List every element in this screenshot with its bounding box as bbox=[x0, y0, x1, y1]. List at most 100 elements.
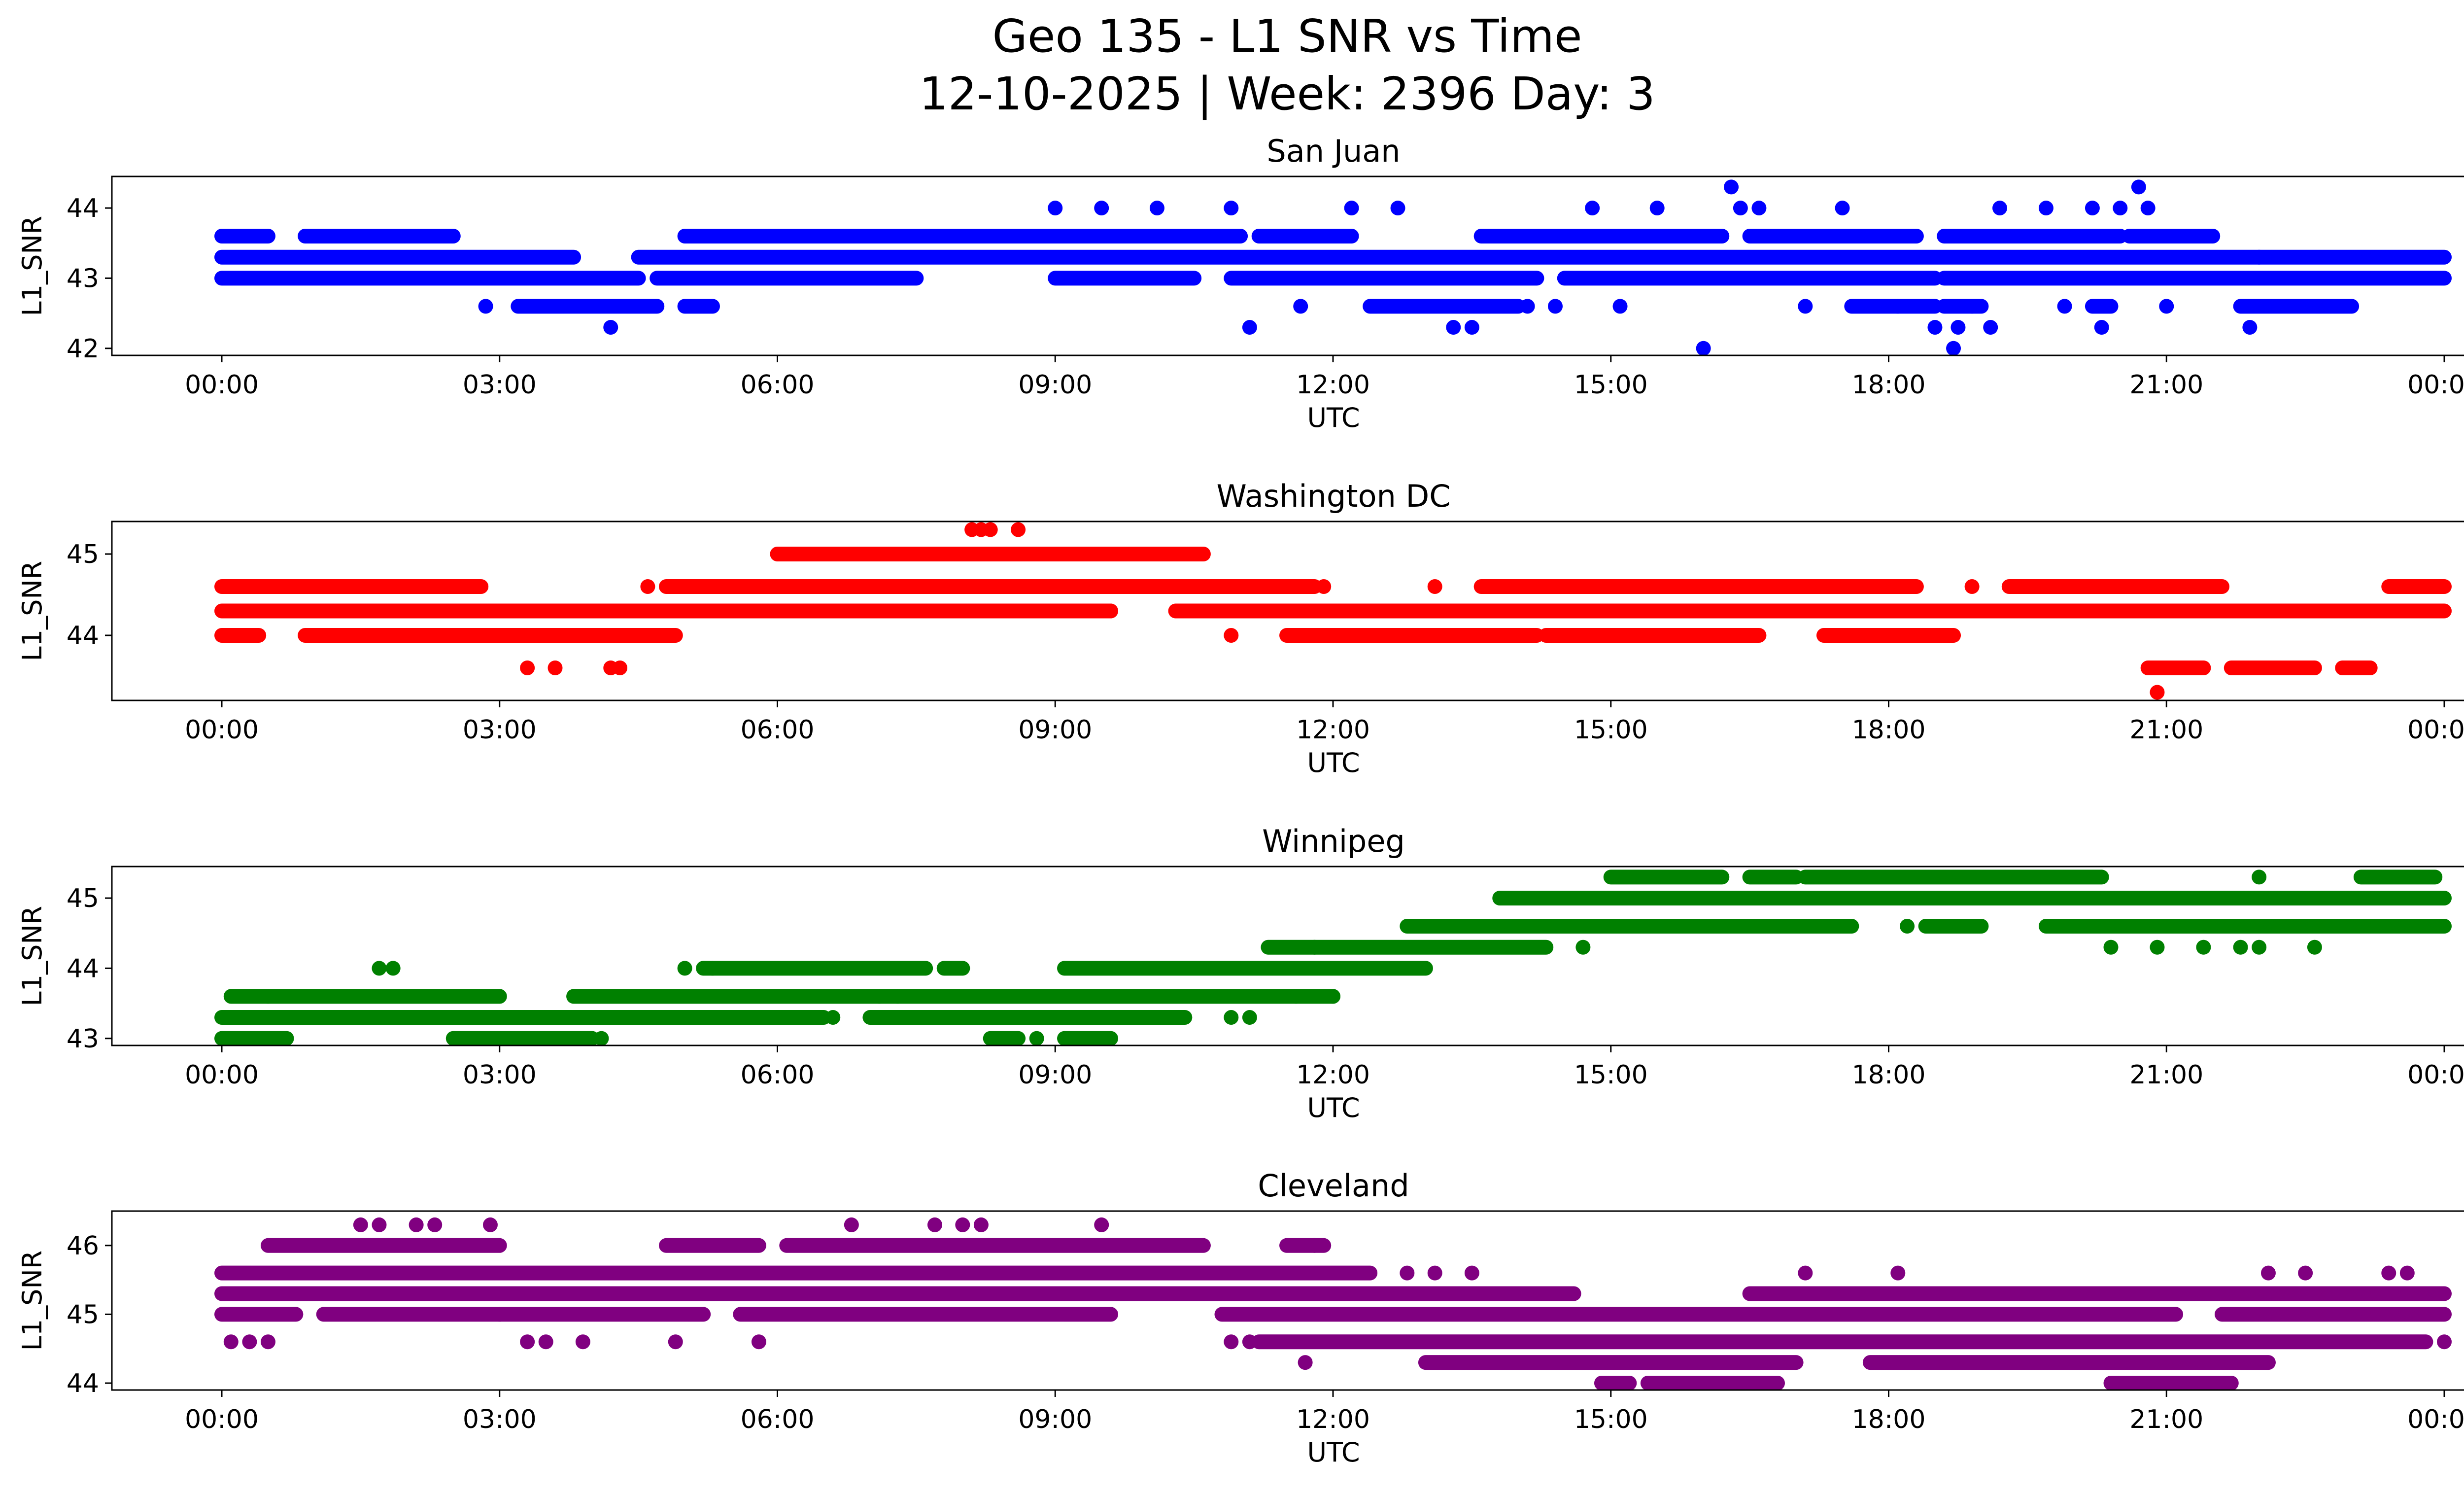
washington-dc-x-tick-label: 00:00 bbox=[2407, 715, 2464, 745]
winnipeg-y-tick-label: 44 bbox=[67, 954, 99, 983]
san-juan-x-axis-label: UTC bbox=[1307, 402, 1360, 433]
washington-dc-point bbox=[1224, 628, 1239, 643]
winnipeg-point bbox=[385, 961, 401, 976]
cleveland-point bbox=[223, 1334, 239, 1350]
cleveland-y-tick-label: 46 bbox=[67, 1231, 99, 1261]
winnipeg-y-axis-label: L1_SNR bbox=[17, 906, 48, 1007]
san-juan-point bbox=[478, 299, 493, 314]
cleveland-point bbox=[844, 1217, 859, 1232]
san-juan-point bbox=[1464, 320, 1479, 335]
winnipeg-series bbox=[214, 869, 2452, 1045]
cleveland-point bbox=[1307, 1238, 1322, 1253]
cleveland-point bbox=[751, 1334, 766, 1350]
washington-dc-point bbox=[1020, 603, 1035, 619]
winnipeg-point bbox=[1307, 939, 1322, 955]
cleveland-x-tick-label: 06:00 bbox=[741, 1405, 815, 1434]
washington-dc-point bbox=[1011, 522, 1026, 537]
washington-dc-x-tick-label: 06:00 bbox=[741, 715, 815, 745]
san-juan-point bbox=[1983, 320, 1998, 335]
washington-dc-point bbox=[1103, 603, 1118, 619]
cleveland-point bbox=[1890, 1265, 1906, 1281]
san-juan-point bbox=[2038, 201, 2053, 216]
san-juan-point bbox=[1149, 201, 1164, 216]
san-juan-y-tick-label: 42 bbox=[67, 334, 99, 364]
san-juan-point bbox=[1951, 320, 1966, 335]
san-juan-point bbox=[2252, 249, 2267, 265]
washington-dc-y-tick-label: 44 bbox=[67, 621, 99, 651]
cleveland-point bbox=[427, 1217, 443, 1232]
cleveland-series bbox=[214, 1217, 2452, 1390]
winnipeg-point bbox=[1288, 989, 1303, 1004]
cleveland-title: Cleveland bbox=[1258, 1168, 1409, 1204]
washington-dc-series bbox=[214, 522, 2452, 700]
cleveland-point bbox=[538, 1334, 553, 1350]
cleveland-point bbox=[2399, 1265, 2415, 1281]
winnipeg-point bbox=[2103, 939, 2119, 955]
san-juan-point bbox=[1798, 299, 1813, 314]
san-juan-point bbox=[1224, 201, 1239, 216]
san-juan-title: San Juan bbox=[1266, 133, 1400, 169]
cleveland-point bbox=[973, 1217, 989, 1232]
san-juan-x-tick-label: 00:00 bbox=[2407, 370, 2464, 400]
san-juan-x-tick-label: 09:00 bbox=[1018, 370, 1092, 400]
san-juan-x-tick-label: 03:00 bbox=[463, 370, 537, 400]
winnipeg-point bbox=[1242, 1010, 1257, 1025]
washington-dc-y-axis-label: L1_SNR bbox=[17, 561, 48, 661]
cleveland-point bbox=[409, 1217, 424, 1232]
washington-dc-point bbox=[978, 603, 993, 619]
winnipeg-point bbox=[2307, 939, 2322, 955]
washington-dc-point bbox=[2150, 685, 2165, 700]
cleveland-point bbox=[1464, 1265, 1479, 1281]
washington-dc-x-tick-label: 12:00 bbox=[1296, 715, 1370, 745]
figure-title-line2: 12-10-2025 | Week: 2396 Day: 3 bbox=[919, 68, 1655, 120]
san-juan-point bbox=[1048, 201, 1063, 216]
san-juan-point bbox=[1649, 201, 1665, 216]
winnipeg-point bbox=[2196, 939, 2211, 955]
washington-dc-point bbox=[983, 522, 998, 537]
san-juan-y-axis-label: L1_SNR bbox=[17, 216, 48, 316]
winnipeg-point bbox=[594, 1031, 609, 1045]
san-juan-point bbox=[2113, 201, 2128, 216]
winnipeg-point bbox=[705, 961, 720, 976]
cleveland-point bbox=[2260, 1265, 2276, 1281]
san-juan-point bbox=[1293, 299, 1308, 314]
san-juan-point bbox=[1548, 299, 1563, 314]
cleveland-point bbox=[1224, 1334, 1239, 1350]
cleveland-point bbox=[372, 1217, 387, 1232]
san-juan-x-tick-label: 15:00 bbox=[1574, 370, 1648, 400]
cleveland-x-tick-label: 18:00 bbox=[1852, 1405, 1926, 1434]
cleveland-x-tick-label: 03:00 bbox=[463, 1405, 537, 1434]
san-juan-point bbox=[2094, 320, 2109, 335]
winnipeg-x-tick-label: 21:00 bbox=[2129, 1060, 2203, 1090]
san-juan-point bbox=[603, 320, 618, 335]
san-juan-point bbox=[2085, 201, 2100, 216]
cleveland-x-axis-label: UTC bbox=[1307, 1437, 1360, 1468]
cleveland-point bbox=[2381, 1265, 2396, 1281]
washington-dc-title: Washington DC bbox=[1216, 478, 1450, 514]
cleveland-point bbox=[242, 1334, 257, 1350]
cleveland-x-tick-label: 00:00 bbox=[185, 1405, 259, 1434]
cleveland-x-tick-label: 21:00 bbox=[2129, 1405, 2203, 1434]
san-juan-point bbox=[1751, 201, 1767, 216]
san-juan-point bbox=[2057, 299, 2072, 314]
san-juan-point bbox=[2131, 179, 2146, 195]
washington-dc-point bbox=[548, 661, 563, 675]
winnipeg-x-tick-label: 03:00 bbox=[463, 1060, 537, 1090]
winnipeg-title: Winnipeg bbox=[1262, 823, 1405, 859]
san-juan-point bbox=[1946, 341, 1961, 355]
san-juan-x-tick-label: 00:00 bbox=[185, 370, 259, 400]
cleveland-point bbox=[353, 1217, 368, 1232]
san-juan-point bbox=[1344, 201, 1359, 216]
washington-dc-x-tick-label: 09:00 bbox=[1018, 715, 1092, 745]
san-juan-series bbox=[214, 179, 2452, 355]
cleveland-point bbox=[668, 1334, 683, 1350]
cleveland-x-tick-label: 00:00 bbox=[2407, 1405, 2464, 1434]
washington-dc-x-tick-label: 21:00 bbox=[2129, 715, 2203, 745]
winnipeg-point bbox=[1326, 989, 1340, 1004]
san-juan-x-tick-label: 12:00 bbox=[1296, 370, 1370, 400]
winnipeg-point bbox=[825, 1010, 841, 1025]
winnipeg-x-tick-label: 00:00 bbox=[185, 1060, 259, 1090]
washington-dc-point bbox=[640, 579, 655, 594]
san-juan-point bbox=[1094, 201, 1109, 216]
